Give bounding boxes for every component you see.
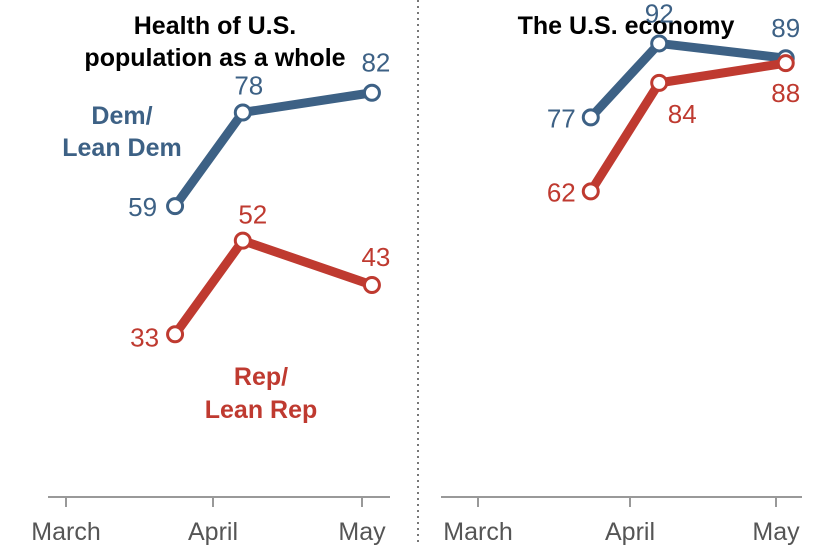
x-tick-label: April xyxy=(605,518,655,546)
x-tick-label: March xyxy=(31,518,100,546)
dem-data-label: 78 xyxy=(234,70,263,100)
dem-data-label: 77 xyxy=(547,103,576,133)
rep-data-point xyxy=(776,54,795,73)
x-tick-label: May xyxy=(338,518,386,546)
dem-data-label: 59 xyxy=(128,192,157,222)
rep-data-point xyxy=(581,182,600,201)
rep-data-point xyxy=(166,325,185,344)
x-tick-label: May xyxy=(752,518,800,546)
rep-data-point xyxy=(362,276,381,295)
dem-series-label-line-1: Dem/ xyxy=(91,102,152,130)
dem-data-point xyxy=(650,34,669,53)
dem-data-point xyxy=(362,83,381,102)
dem-data-point xyxy=(581,108,600,127)
dem-data-point xyxy=(166,197,185,216)
x-tick-label: March xyxy=(443,518,512,546)
panel-1-title-line-1: Health of U.S. xyxy=(134,12,297,40)
rep-series-label-line-1: Rep/ xyxy=(234,363,288,391)
rep-data-point xyxy=(650,73,669,92)
dem-data-point xyxy=(233,103,252,122)
panel-2-title: The U.S. economy xyxy=(518,12,735,40)
rep-series-line xyxy=(170,236,377,339)
dem-data-label: 82 xyxy=(361,48,390,78)
dem-data-label: 92 xyxy=(645,0,674,28)
rep-data-label: 33 xyxy=(130,322,159,352)
rep-data-label: 52 xyxy=(238,200,267,230)
dem-series-label-line-2: Lean Dem xyxy=(62,134,181,162)
x-tick-label: April xyxy=(188,518,238,546)
dem-series-line xyxy=(170,88,377,211)
rep-data-label: 84 xyxy=(668,99,697,129)
rep-data-label: 62 xyxy=(547,177,576,207)
rep-data-label: 43 xyxy=(361,242,390,272)
dem-data-label: 89 xyxy=(771,13,800,43)
rep-data-label: 88 xyxy=(771,78,800,108)
rep-data-point xyxy=(233,231,252,250)
rep-series-label-line-2: Lean Rep xyxy=(205,396,318,424)
panel-1-title-line-2: population as a whole xyxy=(84,44,345,72)
